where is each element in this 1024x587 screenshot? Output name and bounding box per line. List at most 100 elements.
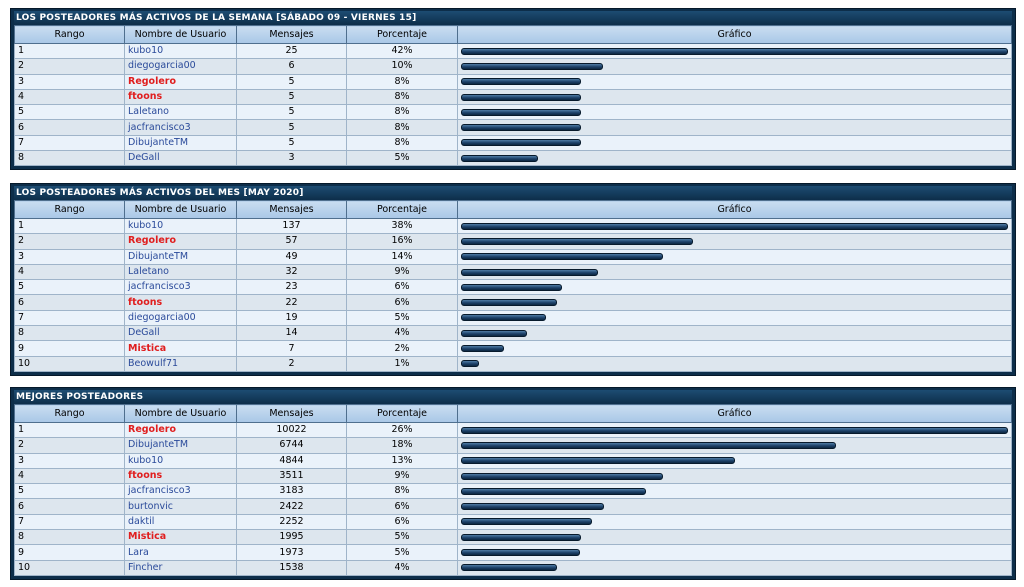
username-link[interactable]: jacfrancisco3 (124, 483, 237, 500)
username-link[interactable]: Laletano (124, 104, 237, 121)
graph-cell (457, 467, 1012, 485)
rank-cell: 5 (14, 104, 125, 121)
col-rank: Rango (14, 200, 125, 219)
username-link[interactable]: Regolero (124, 73, 237, 90)
activity-bar (461, 472, 664, 480)
percent-cell: 5% (346, 529, 458, 546)
table-row: 3 kubo10 4844 13% (14, 452, 1012, 469)
percent-cell: 9% (346, 263, 458, 281)
percent-cell: 42% (346, 42, 458, 60)
table-row: 8 DeGall 14 4% (14, 325, 1012, 342)
table-body: 1 Regolero 10022 26% 2 DibujanteTM 6744 18% 3 kub… (14, 421, 1012, 576)
graph-cell (457, 42, 1012, 60)
rank-cell: 3 (14, 452, 125, 469)
rank-cell: 8 (14, 325, 125, 342)
username-link[interactable]: Mistica (124, 529, 237, 546)
username-link[interactable]: Laletano (124, 263, 237, 281)
username-link[interactable]: Regolero (124, 233, 237, 250)
posts-cell: 49 (236, 248, 347, 265)
table-row: 5 jacfrancisco3 23 6% (14, 279, 1012, 296)
activity-bar (461, 299, 557, 307)
top-posters-panel: MEJORES POSTEADORES Rango Nombre de Usua… (10, 387, 1016, 580)
table-row: 9 Mistica 7 2% (14, 340, 1012, 357)
posts-cell: 2252 (236, 513, 347, 531)
percent-cell: 13% (346, 452, 458, 469)
percent-cell: 6% (346, 498, 458, 515)
panel-title: LOS POSTEADORES MÁS ACTIVOS DEL MES [MAY… (14, 186, 1012, 200)
graph-cell (457, 58, 1012, 75)
username-link[interactable]: jacfrancisco3 (124, 119, 237, 136)
posts-cell: 5 (236, 134, 347, 152)
percent-cell: 26% (346, 421, 458, 439)
percent-cell: 6% (346, 294, 458, 311)
percent-cell: 8% (346, 73, 458, 90)
weekly-stats-panel: LOS POSTEADORES MÁS ACTIVOS DE LA SEMANA… (10, 8, 1016, 171)
activity-bar (461, 78, 582, 86)
graph-cell (457, 73, 1012, 90)
activity-bar (461, 487, 646, 495)
rank-cell: 2 (14, 233, 125, 250)
col-user: Nombre de Usuario (124, 25, 237, 44)
posts-cell: 2 (236, 355, 347, 372)
username-link[interactable]: ftoons (124, 88, 237, 106)
username-link[interactable]: kubo10 (124, 452, 237, 469)
username-link[interactable]: ftoons (124, 467, 237, 485)
activity-bar (461, 533, 582, 541)
rank-cell: 6 (14, 498, 125, 515)
activity-bar (461, 518, 593, 526)
username-link[interactable]: jacfrancisco3 (124, 279, 237, 296)
table-row: 8 DeGall 3 5% (14, 150, 1012, 167)
percent-cell: 14% (346, 248, 458, 265)
graph-cell (457, 233, 1012, 250)
graph-cell (457, 513, 1012, 531)
table-row: 1 Regolero 10022 26% (14, 421, 1012, 439)
col-percent: Porcentaje (346, 404, 458, 423)
rank-cell: 6 (14, 119, 125, 136)
username-link[interactable]: DeGall (124, 150, 237, 167)
activity-bar (461, 124, 582, 132)
col-posts: Mensajes (236, 404, 347, 423)
posts-cell: 3183 (236, 483, 347, 500)
activity-bar (461, 457, 735, 465)
graph-cell (457, 340, 1012, 357)
posts-cell: 137 (236, 217, 347, 235)
graph-cell (457, 279, 1012, 296)
username-link[interactable]: kubo10 (124, 217, 237, 235)
percent-cell: 18% (346, 437, 458, 454)
graph-cell (457, 452, 1012, 469)
username-link[interactable]: diegogarcia00 (124, 58, 237, 75)
username-link[interactable]: DeGall (124, 325, 237, 342)
posts-cell: 22 (236, 294, 347, 311)
table-row: 2 DibujanteTM 6744 18% (14, 437, 1012, 454)
col-rank: Rango (14, 404, 125, 423)
panel-title: MEJORES POSTEADORES (14, 390, 1012, 404)
username-link[interactable]: DibujanteTM (124, 134, 237, 152)
username-link[interactable]: ftoons (124, 294, 237, 311)
graph-cell (457, 544, 1012, 561)
col-graph: Gráfico (457, 404, 1012, 423)
header-row: Rango Nombre de Usuario Mensajes Porcent… (14, 25, 1012, 44)
rank-cell: 2 (14, 437, 125, 454)
username-link[interactable]: DibujanteTM (124, 437, 237, 454)
username-link[interactable]: DibujanteTM (124, 248, 237, 265)
rank-cell: 6 (14, 294, 125, 311)
activity-bar (461, 314, 546, 322)
username-link[interactable]: daktil (124, 513, 237, 531)
username-link[interactable]: Regolero (124, 421, 237, 439)
username-link[interactable]: burtonvic (124, 498, 237, 515)
table-row: 2 diegogarcia00 6 10% (14, 58, 1012, 75)
rank-cell: 1 (14, 42, 125, 60)
username-link[interactable]: Mistica (124, 340, 237, 357)
graph-cell (457, 325, 1012, 342)
stats-table: Rango Nombre de Usuario Mensajes Porcent… (14, 200, 1012, 372)
username-link[interactable]: Fincher (124, 559, 237, 576)
username-link[interactable]: kubo10 (124, 42, 237, 60)
percent-cell: 6% (346, 513, 458, 531)
username-link[interactable]: diegogarcia00 (124, 309, 237, 327)
posts-cell: 1995 (236, 529, 347, 546)
table-row: 1 kubo10 25 42% (14, 42, 1012, 60)
activity-bar (461, 360, 480, 368)
posts-cell: 10022 (236, 421, 347, 439)
username-link[interactable]: Lara (124, 544, 237, 561)
username-link[interactable]: Beowulf71 (124, 355, 237, 372)
